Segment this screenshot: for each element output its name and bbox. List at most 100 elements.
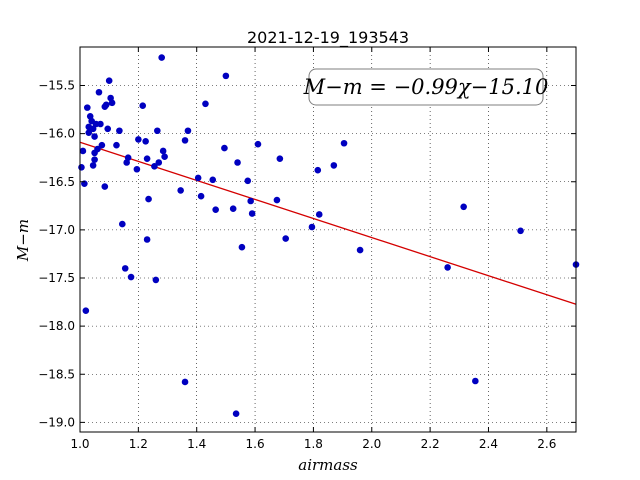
- data-point: [116, 127, 123, 135]
- data-point: [143, 155, 151, 162]
- data-point: [152, 276, 160, 284]
- x-tick-label: 2.4: [479, 437, 498, 451]
- data-point: [276, 155, 284, 162]
- data-point: [273, 196, 281, 204]
- data-point: [315, 211, 323, 218]
- x-tick-label: 1.6: [246, 437, 265, 451]
- data-point: [181, 137, 189, 144]
- data-point: [83, 104, 91, 111]
- x-tick-label: 2.0: [362, 437, 381, 451]
- x-tick-label: 2.6: [537, 437, 556, 451]
- data-point: [89, 162, 97, 169]
- x-tick-label: 1.4: [187, 437, 206, 451]
- data-point: [85, 129, 93, 136]
- data-point: [232, 410, 240, 418]
- data-point: [181, 378, 189, 386]
- y-tick-label: −16.5: [38, 175, 75, 189]
- fit-line-layer: [79, 141, 577, 305]
- data-point: [124, 154, 132, 161]
- data-point: [248, 210, 256, 217]
- data-point: [238, 243, 246, 251]
- data-point: [356, 246, 364, 254]
- y-tick-label: −16.0: [38, 127, 75, 141]
- data-point: [133, 165, 141, 173]
- data-point: [101, 183, 109, 190]
- data-point: [154, 127, 161, 135]
- data-point: [330, 162, 338, 169]
- data-point: [282, 235, 289, 242]
- data-point: [194, 174, 202, 182]
- data-point: [82, 307, 90, 315]
- data-points: [78, 54, 580, 418]
- data-point: [202, 100, 209, 108]
- fit-line: [79, 141, 577, 305]
- data-point: [222, 72, 230, 80]
- data-point: [197, 192, 205, 200]
- data-point: [212, 206, 219, 213]
- data-point: [94, 145, 101, 153]
- data-point: [113, 141, 120, 149]
- data-point: [161, 153, 168, 161]
- data-point: [119, 220, 126, 228]
- data-point: [108, 99, 116, 107]
- data-point: [121, 265, 129, 272]
- data-point: [78, 164, 85, 171]
- data-point: [139, 102, 147, 110]
- x-tick-label: 2.2: [421, 437, 440, 451]
- data-point: [517, 227, 524, 235]
- data-point: [105, 77, 113, 84]
- x-tick-label: 1.2: [129, 437, 148, 451]
- grid: [79, 47, 576, 432]
- y-tick-label: −18.5: [38, 367, 75, 381]
- data-point: [89, 125, 97, 133]
- y-tick-label: −15.5: [38, 79, 75, 93]
- x-tick-label: 1.8: [304, 437, 323, 451]
- data-point: [221, 144, 228, 152]
- data-point: [340, 139, 348, 147]
- y-tick-label: −19.0: [38, 415, 75, 429]
- data-point: [472, 377, 479, 385]
- axis-ticks: 1.0 1.2 1.4 1.6 1.8 2.0 2.2 2.4 2.6 −15.5 −16.0 −16…: [38, 47, 576, 451]
- y-tick-label: −18.0: [38, 319, 75, 333]
- fit-equation-box: M−m = −0.99χ−15.10: [303, 68, 549, 106]
- data-point: [91, 156, 98, 163]
- data-point: [79, 147, 87, 155]
- data-point: [95, 88, 103, 96]
- data-point: [444, 264, 451, 271]
- data-point: [143, 236, 151, 243]
- data-point: [254, 140, 262, 148]
- data-point: [460, 203, 467, 211]
- data-point: [209, 176, 217, 184]
- data-point: [102, 101, 110, 109]
- data-point: [159, 147, 167, 155]
- chart-title: 2021-12-19_193543: [247, 28, 409, 48]
- fit-equation: M−m = −0.99χ−15.10: [303, 75, 549, 99]
- data-point: [104, 125, 112, 133]
- x-tick-label: 1.0: [70, 437, 89, 451]
- data-point: [135, 136, 142, 143]
- x-axis-label: airmass: [298, 456, 358, 474]
- data-point: [244, 177, 252, 185]
- data-point: [308, 223, 316, 231]
- data-point: [177, 187, 184, 194]
- data-point: [91, 133, 98, 140]
- data-point: [229, 205, 237, 212]
- data-point: [247, 197, 254, 205]
- data-point: [97, 120, 104, 128]
- data-point: [151, 163, 158, 170]
- data-point: [142, 138, 149, 145]
- data-point: [314, 166, 322, 174]
- data-point: [158, 54, 165, 61]
- data-point: [145, 195, 152, 203]
- data-point: [184, 127, 192, 135]
- data-point: [127, 273, 135, 281]
- data-point: [234, 159, 241, 166]
- data-point: [155, 159, 163, 166]
- equation-box-frame: [308, 68, 544, 106]
- y-tick-label: −17.0: [38, 223, 75, 237]
- plot-frame: [79, 46, 577, 433]
- y-tick-label: −17.5: [38, 271, 75, 285]
- y-axis-label: M−m: [14, 219, 32, 262]
- data-point: [98, 141, 106, 149]
